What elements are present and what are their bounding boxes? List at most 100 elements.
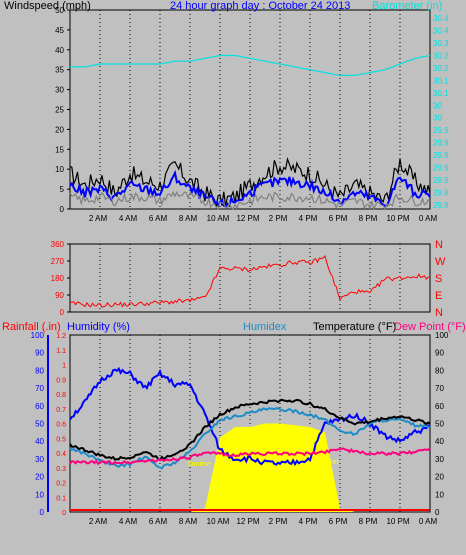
x-tick-label: 4 PM [299, 517, 318, 526]
rain-tick-label: 0.8 [56, 392, 66, 399]
wind-tick-label: 5 [60, 185, 65, 194]
rain-tick-label: 1 [62, 363, 66, 370]
compass-label: S [435, 273, 442, 285]
x-tick-label: 6 AM [149, 214, 168, 223]
temp-tick-label: 80 [435, 366, 444, 375]
barometer-tick-label: 30.3 [433, 39, 449, 48]
rain-axis-label: Rainfall (.in) [2, 321, 61, 333]
rain-tick-label: 0.3 [56, 466, 66, 473]
direction-tick-label: 180 [51, 274, 65, 283]
barometer-tick-label: 29.9 [433, 126, 449, 135]
humidity-tick-label: 80 [35, 366, 44, 375]
rain-tick-label: 0.1 [56, 495, 66, 502]
wind-tick-label: 0 [60, 205, 65, 214]
wind-tick-label: 30 [55, 86, 64, 95]
barometer-tick-label: 29.8 [433, 201, 449, 210]
rain-tick-label: 1.2 [56, 333, 66, 340]
humidity-tick-label: 60 [35, 402, 44, 411]
compass-label: E [435, 290, 442, 302]
x-tick-label: 4 AM [119, 214, 138, 223]
temp-tick-label: 40 [435, 437, 444, 446]
x-tick-label: 2 PM [269, 517, 288, 526]
rain-tick-label: 0.4 [56, 451, 66, 458]
sunrise-label: Sunrise [187, 461, 211, 468]
series-line [69, 366, 431, 467]
humidity-tick-label: 90 [35, 349, 44, 358]
barometer-tick-label: 30 [433, 101, 442, 110]
compass-label: N [435, 307, 443, 319]
temp-tick-label: 100 [435, 331, 449, 340]
temp-tick-label: 90 [435, 349, 444, 358]
humidity-tick-label: 100 [31, 331, 45, 340]
x-tick-label: 4 AM [119, 517, 138, 526]
temp-tick-label: 50 [435, 420, 444, 429]
plot-area-2 [69, 243, 431, 313]
x-tick-label: 6 PM [329, 214, 348, 223]
rain-tick-label: 0.6 [56, 422, 66, 429]
humidity-tick-label: 30 [35, 455, 44, 464]
wind-tick-label: 25 [55, 106, 64, 115]
rain-tick-label: 0.9 [56, 377, 66, 384]
temp-tick-label: 20 [435, 473, 444, 482]
wind-axis-label: Windspeed (mph) [4, 0, 91, 12]
x-tick-label: 8 PM [359, 214, 378, 223]
temperature-axis-label: Temperature (°F) [313, 321, 396, 333]
rain-tick-label: 0.5 [56, 436, 66, 443]
sunset-label: Set [328, 459, 339, 466]
x-tick-label: 10 AM [207, 214, 230, 223]
rain-tick-label: 0.7 [56, 407, 66, 414]
series-line-gust [69, 157, 431, 207]
wind-tick-label: 10 [55, 165, 64, 174]
x-tick-label: 8 AM [179, 517, 198, 526]
barometer-tick-label: 29.9 [433, 139, 449, 148]
barometer-tick-label: 30.1 [433, 76, 449, 85]
x-tick-label: 12 PM [236, 517, 259, 526]
solar-area [70, 423, 430, 512]
humidity-tick-label: 10 [35, 490, 44, 499]
barometer-tick-label: 30.4 [433, 14, 449, 23]
x-tick-label: 4 PM [299, 214, 318, 223]
rain-tick-label: 0.2 [56, 481, 66, 488]
humidity-tick-label: 70 [35, 384, 44, 393]
barometer-tick-label: 29.9 [433, 164, 449, 173]
wind-tick-label: 50 [55, 6, 64, 15]
series-line [69, 407, 431, 470]
x-tick-label: 8 AM [179, 214, 198, 223]
x-tick-label: 10 AM [207, 517, 230, 526]
x-tick-label: 0 AM [419, 517, 438, 526]
temp-tick-label: 30 [435, 455, 444, 464]
barometer-tick-label: 30.2 [433, 64, 449, 73]
barometer-axis-label: Barometer (in) [372, 0, 442, 12]
compass-label: N [435, 239, 443, 251]
temp-tick-label: 70 [435, 384, 444, 393]
humidex-label: Humidex [243, 321, 287, 333]
dewpoint-axis-label: Dew Point (°F) [394, 321, 466, 333]
barometer-tick-label: 29.9 [433, 176, 449, 185]
humidity-tick-label: 20 [35, 473, 44, 482]
chart-title: 24 hour graph day : October 24 2013 [170, 0, 350, 12]
barometer-tick-label: 29.8 [433, 189, 449, 198]
rain-tick-label: 0 [62, 510, 66, 517]
direction-tick-label: 90 [55, 291, 64, 300]
x-tick-label: 10 PM [386, 214, 409, 223]
barometer-tick-label: 30.1 [433, 89, 449, 98]
wind-tick-label: 45 [55, 26, 64, 35]
x-tick-label: 12 PM [236, 214, 259, 223]
wind-tick-label: 40 [55, 46, 64, 55]
x-tick-label: 0 AM [419, 214, 438, 223]
series-line [69, 398, 431, 462]
temp-tick-label: 60 [435, 402, 444, 411]
x-tick-label: 2 PM [269, 214, 288, 223]
x-tick-label: 2 AM [89, 517, 108, 526]
barometer-tick-label: 30 [433, 114, 442, 123]
temp-tick-label: 0 [435, 508, 440, 517]
wind-tick-label: 15 [55, 145, 64, 154]
barometer-tick-label: 30.4 [433, 26, 449, 35]
series-line [69, 447, 431, 466]
humidity-tick-label: 40 [35, 437, 44, 446]
wind-tick-label: 20 [55, 125, 64, 134]
compass-label: W [435, 256, 446, 268]
humidity-axis-label: Humidity (%) [67, 321, 130, 333]
humidity-tick-label: 50 [35, 420, 44, 429]
